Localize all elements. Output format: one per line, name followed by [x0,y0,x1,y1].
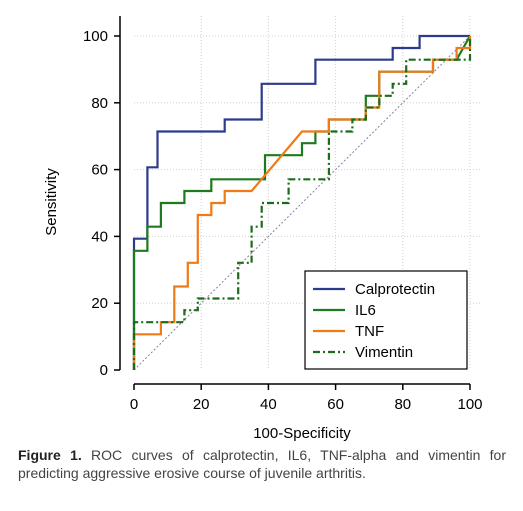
x-axis-title: 100-Specificity [253,425,351,442]
figure-caption: Figure 1. ROC curves of calprotectin, IL… [18,446,506,482]
y-tick-label-60: 60 [91,162,108,179]
roc-curves [132,34,472,370]
y-axis-ticks: 0 20 40 60 80 100 [83,28,120,379]
x-tick-label-60: 60 [327,396,344,413]
legend-label-vimentin: Vimentin [355,344,413,361]
x-tick-label-80: 80 [394,396,411,413]
caption-text: ROC curves of calprotectin, IL6, TNF-alp… [18,447,506,481]
roc-curve-vimentin [132,36,472,370]
x-tick-label-0: 0 [130,396,138,413]
x-axis-ticks: 0 20 40 60 80 100 [130,384,483,413]
legend-label-il6: IL6 [355,302,376,319]
roc-curve-calprotectin [132,34,470,370]
x-tick-label-40: 40 [260,396,277,413]
y-tick-label-40: 40 [91,228,108,245]
legend-label-tnf: TNF [355,323,384,340]
y-tick-label-20: 20 [91,295,108,312]
roc-curve-tnf [132,36,472,370]
reference-diagonal [133,35,471,371]
roc-chart: 0 20 40 60 80 100 0 20 40 60 80 100 100-Specificit… [43,16,483,442]
legend: Calprotectin IL6 TNF Vimentin [304,270,468,370]
chart-axes [119,16,470,385]
caption-label: Figure 1. [18,447,82,463]
y-tick-label-80: 80 [91,95,108,112]
x-tick-label-100: 100 [457,396,482,413]
x-tick-label-20: 20 [193,396,210,413]
y-tick-label-0: 0 [100,362,108,379]
y-tick-label-100: 100 [83,28,108,45]
legend-label-calprotectin: Calprotectin [355,281,435,298]
y-axis-title: Sensitivity [43,168,60,236]
